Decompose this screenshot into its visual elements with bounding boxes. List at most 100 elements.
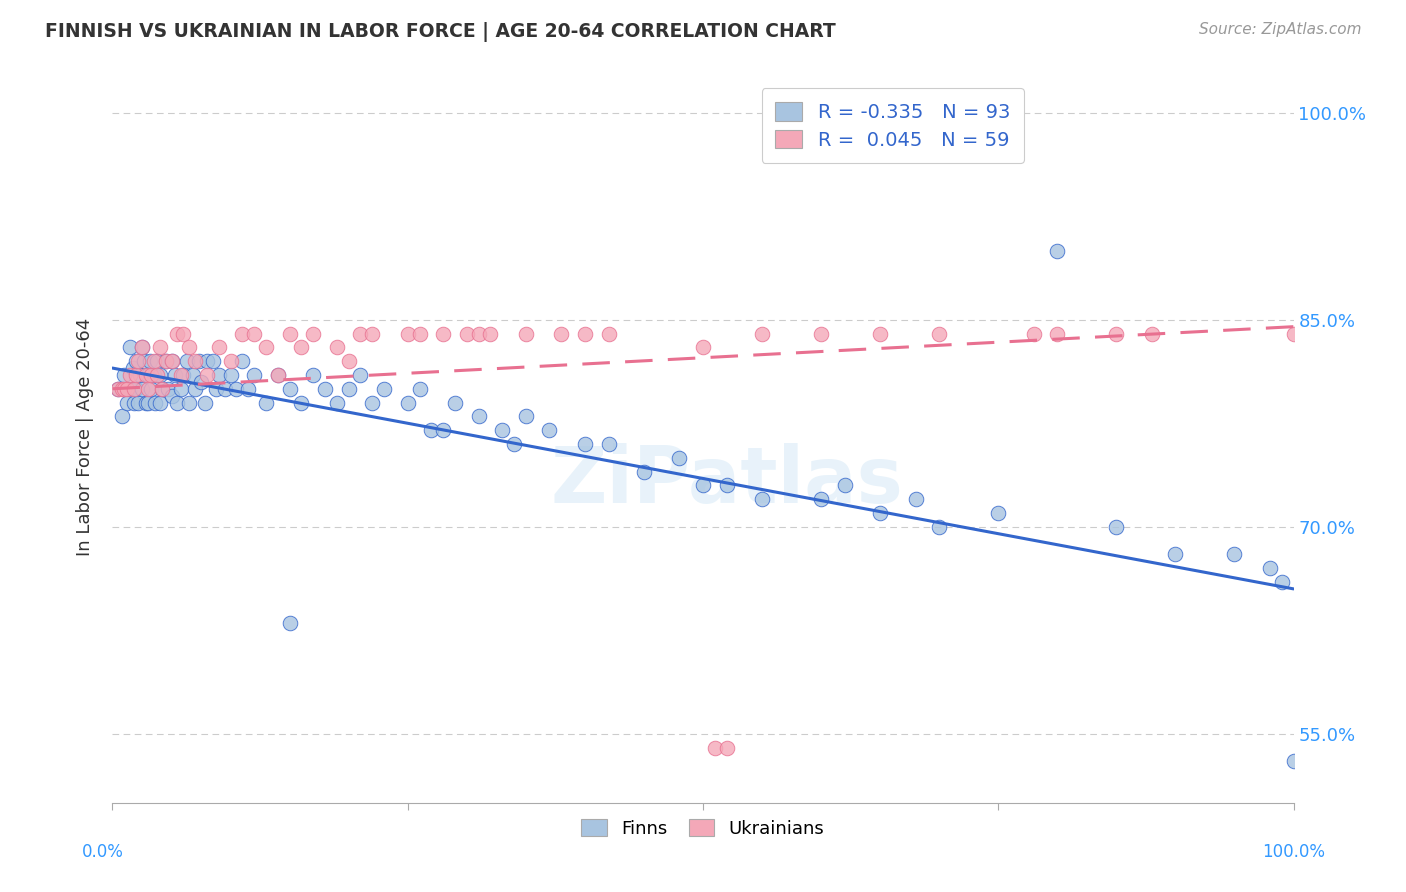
- Point: [716, 740, 738, 755]
- Point: [1105, 520, 1128, 534]
- Point: [122, 395, 145, 409]
- Point: [134, 354, 156, 368]
- Point: [326, 395, 349, 409]
- Point: [278, 326, 301, 341]
- Point: [278, 616, 301, 631]
- Point: [361, 395, 384, 409]
- Point: [598, 326, 620, 341]
- Point: [574, 437, 596, 451]
- Point: [170, 382, 193, 396]
- Text: Source: ZipAtlas.com: Source: ZipAtlas.com: [1198, 22, 1361, 37]
- Point: [184, 354, 207, 368]
- Point: [107, 382, 129, 396]
- Text: 100.0%: 100.0%: [1263, 843, 1324, 861]
- Point: [456, 326, 478, 341]
- Point: [810, 492, 832, 507]
- Point: [349, 326, 371, 341]
- Point: [187, 354, 209, 368]
- Point: [142, 368, 165, 382]
- Point: [120, 368, 142, 382]
- Point: [141, 382, 163, 396]
- Point: [408, 326, 430, 341]
- Point: [314, 382, 336, 396]
- Text: 0.0%: 0.0%: [82, 843, 124, 861]
- Point: [115, 395, 138, 409]
- Point: [302, 326, 325, 341]
- Point: [238, 382, 260, 396]
- Point: [131, 340, 153, 354]
- Point: [420, 423, 443, 437]
- Point: [136, 382, 159, 396]
- Point: [149, 368, 172, 382]
- Point: [267, 368, 290, 382]
- Point: [1046, 244, 1069, 258]
- Point: [142, 354, 165, 368]
- Point: [302, 368, 325, 382]
- Point: [326, 340, 349, 354]
- Point: [574, 326, 596, 341]
- Point: [254, 395, 277, 409]
- Point: [115, 382, 138, 396]
- Point: [408, 382, 430, 396]
- Point: [111, 409, 134, 424]
- Point: [267, 368, 290, 382]
- Point: [751, 492, 773, 507]
- Point: [751, 326, 773, 341]
- Point: [120, 382, 142, 396]
- Point: [1223, 548, 1246, 562]
- Point: [172, 326, 194, 341]
- Point: [120, 340, 142, 354]
- Point: [491, 423, 513, 437]
- Point: [692, 340, 714, 354]
- Point: [1282, 755, 1305, 769]
- Point: [219, 354, 242, 368]
- Point: [166, 326, 188, 341]
- Point: [219, 368, 242, 382]
- Point: [214, 382, 236, 396]
- Point: [166, 395, 188, 409]
- Point: [254, 340, 277, 354]
- Point: [201, 354, 224, 368]
- Point: [179, 340, 201, 354]
- Point: [633, 465, 655, 479]
- Point: [668, 450, 690, 465]
- Point: [1046, 326, 1069, 341]
- Point: [149, 340, 172, 354]
- Point: [195, 368, 218, 382]
- Point: [869, 326, 891, 341]
- Point: [146, 354, 169, 368]
- Point: [135, 395, 157, 409]
- Point: [139, 354, 162, 368]
- Point: [160, 389, 183, 403]
- Point: [170, 368, 193, 382]
- Point: [1105, 326, 1128, 341]
- Point: [143, 395, 166, 409]
- Point: [503, 437, 526, 451]
- Point: [127, 395, 149, 409]
- Point: [467, 409, 489, 424]
- Point: [515, 409, 537, 424]
- Point: [337, 382, 360, 396]
- Point: [538, 423, 561, 437]
- Point: [125, 368, 148, 382]
- Point: [176, 354, 198, 368]
- Point: [225, 382, 247, 396]
- Point: [716, 478, 738, 492]
- Point: [112, 382, 135, 396]
- Point: [125, 354, 148, 368]
- Point: [141, 368, 163, 382]
- Point: [1258, 561, 1281, 575]
- Point: [515, 326, 537, 341]
- Point: [703, 740, 725, 755]
- Point: [184, 382, 207, 396]
- Point: [231, 354, 253, 368]
- Point: [243, 326, 266, 341]
- Point: [160, 354, 183, 368]
- Point: [131, 340, 153, 354]
- Point: [479, 326, 502, 341]
- Point: [444, 395, 467, 409]
- Point: [290, 395, 312, 409]
- Point: [194, 395, 217, 409]
- Point: [150, 382, 173, 396]
- Point: [121, 361, 143, 376]
